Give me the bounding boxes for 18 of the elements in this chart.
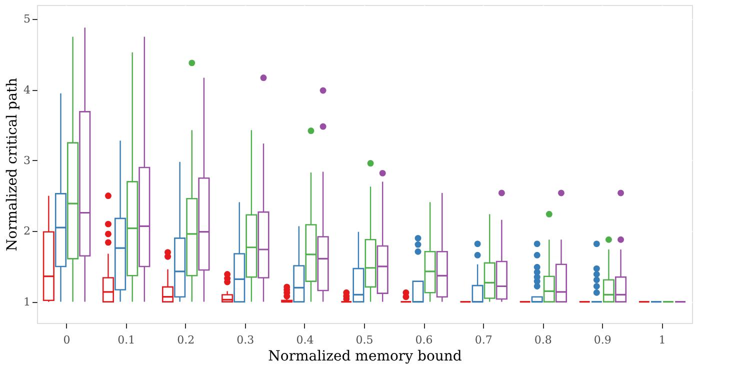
x-tick-label: 0.7 [474, 334, 492, 346]
x-tick-label: 0.8 [534, 334, 552, 346]
x-tick-label: 0.5 [356, 334, 374, 346]
x-tick-label: 0.1 [118, 334, 136, 346]
x-axis-title: Normalized memory bound [268, 348, 462, 364]
x-tick-label: 0 [63, 334, 70, 346]
y-tick-label: 3 [24, 154, 30, 167]
x-tick-label: 0.3 [236, 334, 254, 346]
x-tick-label: 0.4 [296, 334, 314, 346]
x-tick-label: 0.9 [594, 334, 612, 346]
y-tick-label: 4 [24, 83, 30, 96]
y-axis-title: Normalized critical path [4, 78, 20, 252]
y-tick-label: 5 [24, 12, 30, 26]
x-tick-label: 0.2 [177, 334, 195, 346]
y-tick-label: 1 [24, 295, 30, 308]
x-tick-label: 1 [658, 334, 666, 346]
x-tick-label: 0.6 [415, 334, 433, 346]
y-tick-label: 2 [24, 224, 30, 238]
